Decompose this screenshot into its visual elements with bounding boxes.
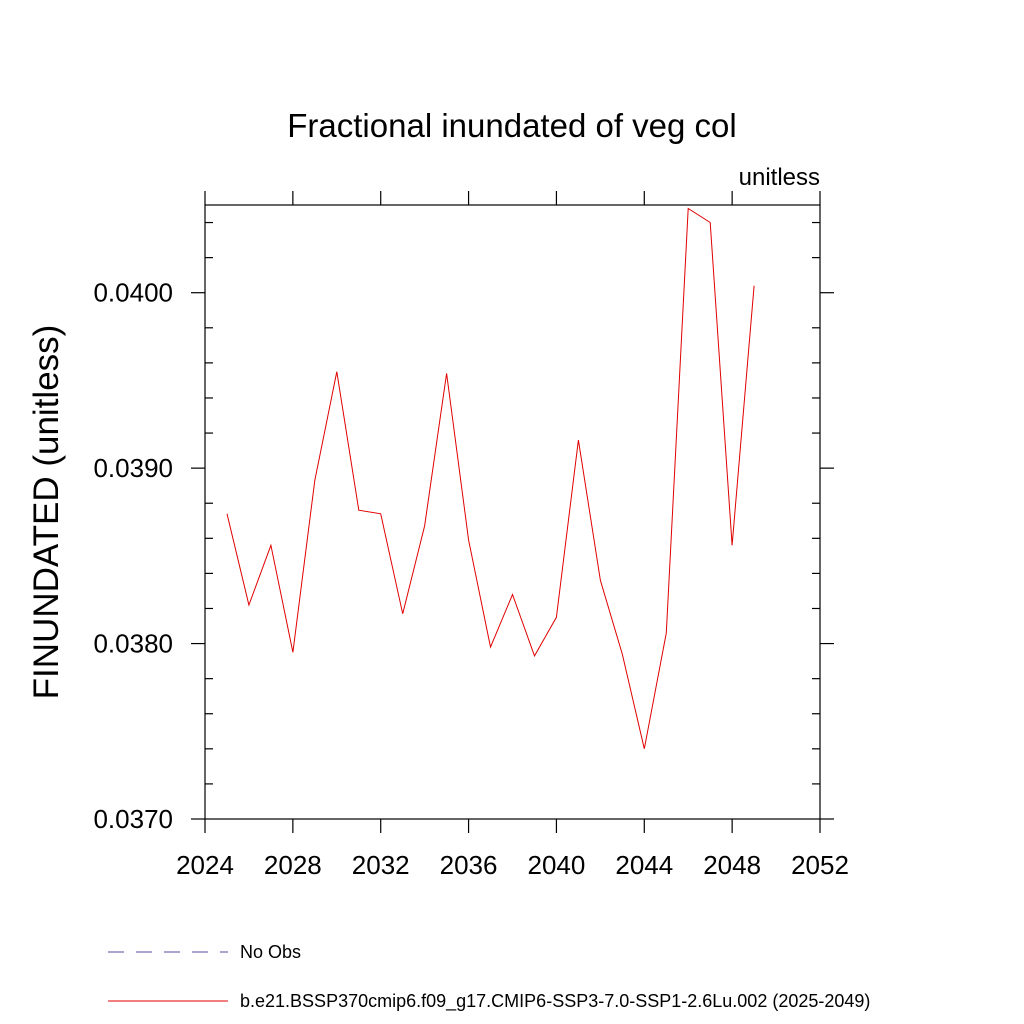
x-tick-label: 2040 bbox=[528, 850, 586, 880]
y-tick-label: 0.0380 bbox=[93, 629, 173, 659]
y-tick-label: 0.0370 bbox=[93, 804, 173, 834]
x-tick-label: 2048 bbox=[703, 850, 761, 880]
legend-label: No Obs bbox=[240, 942, 301, 962]
series-line bbox=[226, 207, 755, 749]
y-axis-label: FINUNDATED (unitless) bbox=[27, 325, 66, 700]
y-tick-label: 0.0400 bbox=[93, 278, 173, 308]
chart-title: Fractional inundated of veg col bbox=[287, 107, 736, 144]
legend: No Obs b.e21.BSSP370cmip6.f09_g17.CMIP6-S… bbox=[108, 942, 870, 1012]
y-tick-label: 0.0390 bbox=[93, 453, 173, 483]
x-tick-label: 2032 bbox=[352, 850, 410, 880]
plot-frame bbox=[204, 204, 821, 820]
units-label: unitless bbox=[739, 164, 820, 191]
series-layer bbox=[226, 207, 755, 749]
axis-ticks: 2024 2028 2032 2036 2040 2044 2048 2052 0.0370 0.… bbox=[93, 191, 849, 880]
x-tick-label: 2044 bbox=[615, 850, 673, 880]
x-tick-label: 2052 bbox=[791, 850, 849, 880]
x-tick-label: 2036 bbox=[440, 850, 498, 880]
x-tick-label: 2024 bbox=[176, 850, 234, 880]
x-tick-label: 2028 bbox=[264, 850, 322, 880]
legend-label: b.e21.BSSP370cmip6.f09_g17.CMIP6-SSP3-7.… bbox=[240, 991, 870, 1012]
